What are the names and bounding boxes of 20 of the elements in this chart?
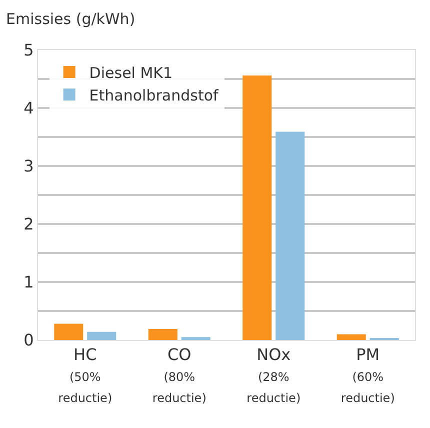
x-tick-label: NOx (28% reductie) (246, 345, 301, 405)
bar (336, 334, 366, 340)
x-tick-label: HC (50% reductie) (58, 345, 112, 405)
y-tick-label: 1 (24, 272, 34, 292)
x-tick-label: CO (80% reductie) (152, 345, 206, 405)
legend-label: Diesel MK1 (89, 64, 173, 82)
y-tick-label: 3 (24, 156, 34, 176)
y-tick-label: 5 (24, 40, 34, 60)
y-axis-title: Emissies (g/kWh) (6, 10, 136, 28)
bar (87, 332, 116, 340)
bar (242, 76, 272, 340)
bar (54, 324, 84, 340)
y-tick-label: 0 (24, 330, 34, 350)
bar (181, 337, 210, 340)
bar (148, 328, 178, 340)
bar (276, 132, 305, 340)
y-tick-label: 4 (24, 98, 34, 118)
legend-label: Ethanolbrandstof (89, 86, 219, 104)
y-tick-label: 2 (24, 214, 34, 234)
x-tick-label: PM (60% reductie) (340, 345, 395, 405)
